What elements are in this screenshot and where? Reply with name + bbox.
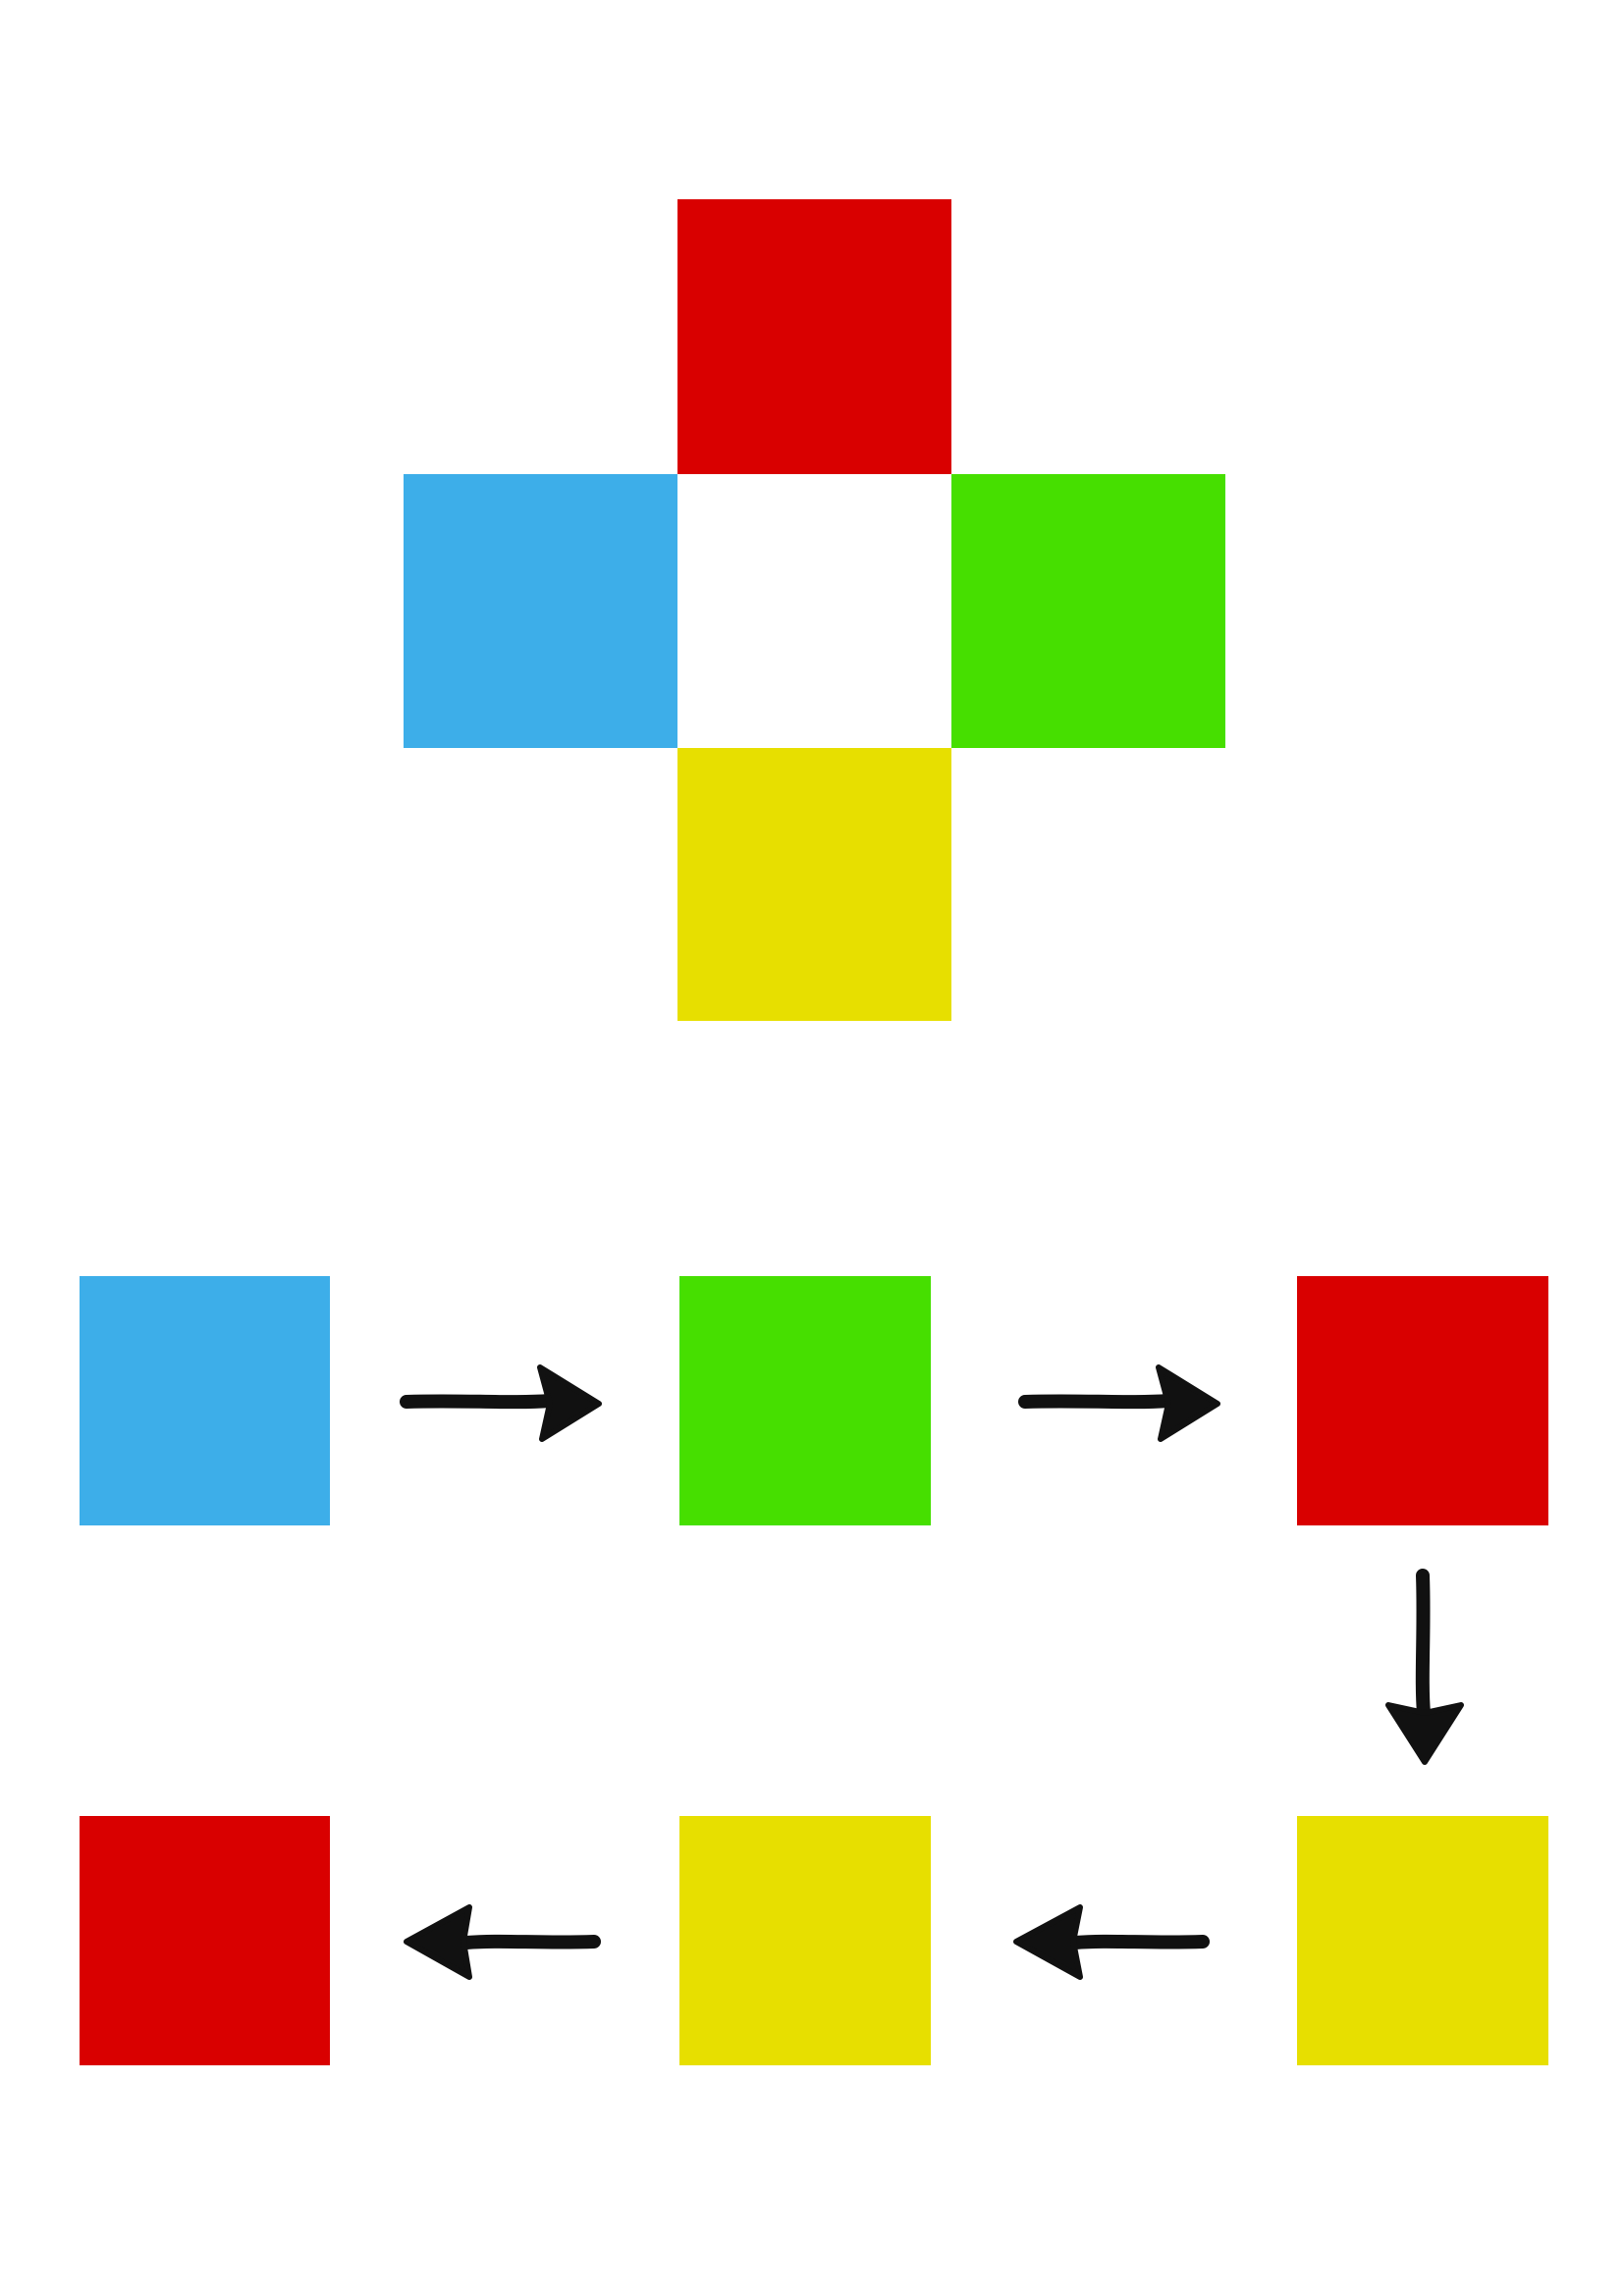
arrow-right-icon (400, 1364, 602, 1442)
sequence-square-5 (679, 1816, 931, 2065)
arrow-left-icon (404, 1904, 601, 1980)
sequence-square-2 (679, 1276, 931, 1525)
arrow-down-icon (1385, 1569, 1464, 1765)
sequence-square-1 (80, 1276, 330, 1525)
cross-bottom-square (677, 748, 951, 1021)
cross-top-square (677, 199, 951, 474)
cross-center-square (677, 474, 951, 748)
arrow-right-icon (1018, 1364, 1220, 1442)
sequence-square-4 (1297, 1816, 1548, 2065)
arrow-left-icon (1013, 1904, 1210, 1980)
cross-left-square (404, 474, 677, 748)
cross-right-square (951, 474, 1225, 748)
sequence-square-3 (1297, 1276, 1548, 1525)
sequence-square-6 (80, 1816, 330, 2065)
